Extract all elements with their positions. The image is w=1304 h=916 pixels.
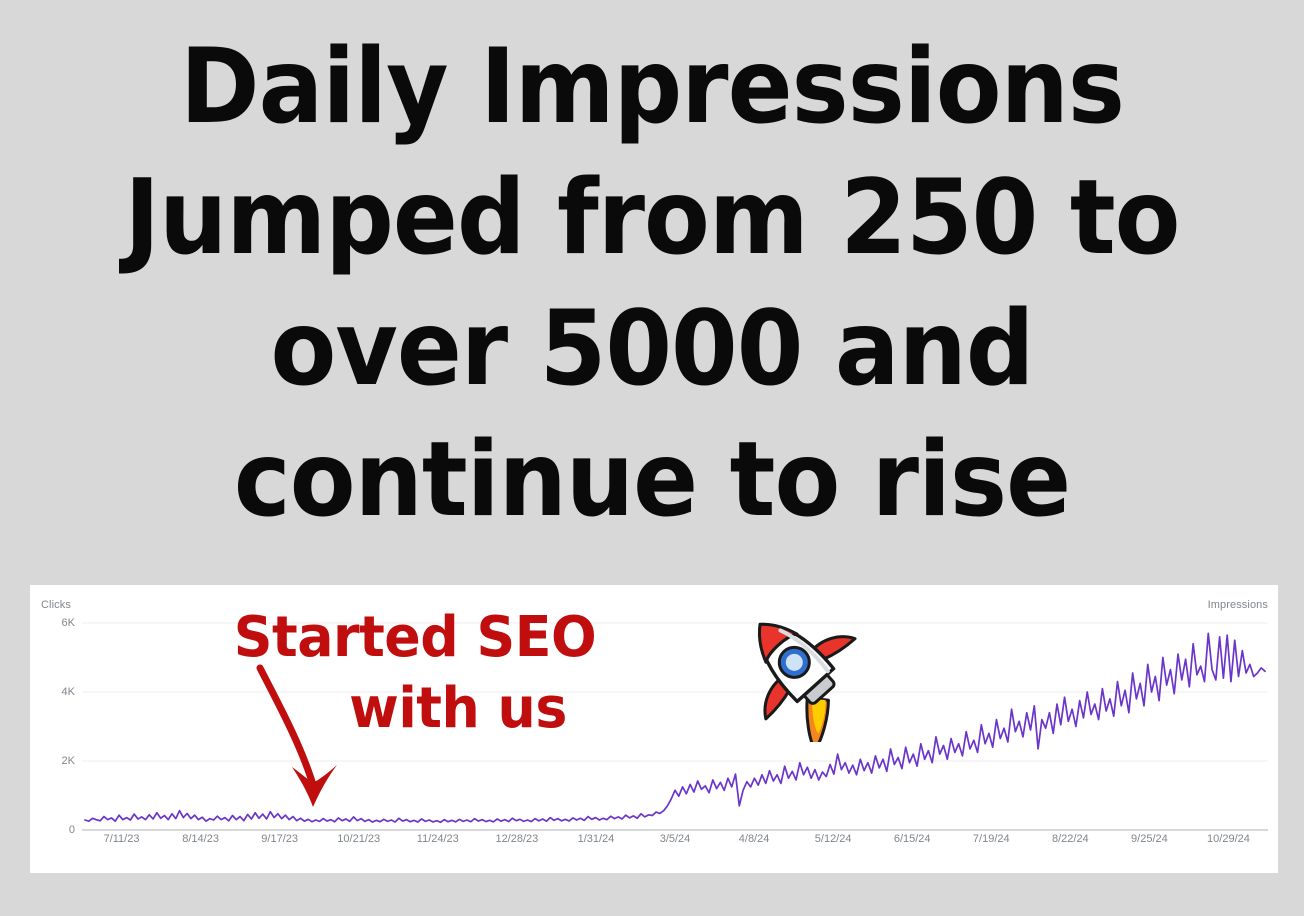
page-title: Daily Impressions Jumped from 250 to ove… <box>0 22 1304 546</box>
x-tick-label: 8/22/24 <box>1051 833 1089 845</box>
series-label-impressions: Impressions <box>1207 599 1268 611</box>
y-axis: 0 2K 4K 6K <box>35 585 75 873</box>
headline-line-3: over 5000 and <box>270 289 1034 409</box>
y-tick-label: 6K <box>61 617 75 629</box>
impressions-series-line <box>84 632 1266 824</box>
x-tick-label: 7/11/23 <box>103 833 140 845</box>
x-tick-label: 6/15/24 <box>893 833 931 845</box>
x-tick-label: 11/24/23 <box>416 833 459 845</box>
y-tick-label: 2K <box>61 755 75 767</box>
chart-gridlines <box>82 622 1268 831</box>
headline-line-4: continue to rise <box>233 420 1071 540</box>
x-tick-label: 5/12/24 <box>814 833 852 845</box>
x-tick-label: 10/29/24 <box>1207 833 1250 845</box>
impressions-line-chart <box>82 622 1268 831</box>
x-tick-label: 3/5/24 <box>659 833 691 845</box>
x-tick-label: 4/8/24 <box>738 833 770 845</box>
x-tick-label: 9/17/23 <box>261 833 299 845</box>
x-tick-label: 8/14/23 <box>182 833 219 845</box>
x-tick-label: 9/25/24 <box>1131 833 1168 845</box>
headline-line-2: Jumped from 250 to <box>124 158 1180 278</box>
headline-line-1: Daily Impressions <box>180 27 1125 147</box>
x-axis: 7/11/23 8/14/23 9/17/23 10/21/23 11/24/23 12/… <box>82 833 1268 857</box>
x-tick-label: 10/21/23 <box>337 833 381 845</box>
x-tick-label: 12/28/23 <box>495 833 539 845</box>
chart-plot-area <box>82 585 1268 873</box>
x-tick-label: 1/31/24 <box>577 833 615 845</box>
chart-card: Clicks Impressions 0 2K 4K 6K 7/11/23 8/14/2… <box>30 585 1278 873</box>
y-tick-label: 4K <box>61 686 75 698</box>
x-tick-label: 7/19/24 <box>972 833 1010 845</box>
y-tick-label: 0 <box>68 824 75 836</box>
y-axis-title: Clicks <box>41 599 71 611</box>
